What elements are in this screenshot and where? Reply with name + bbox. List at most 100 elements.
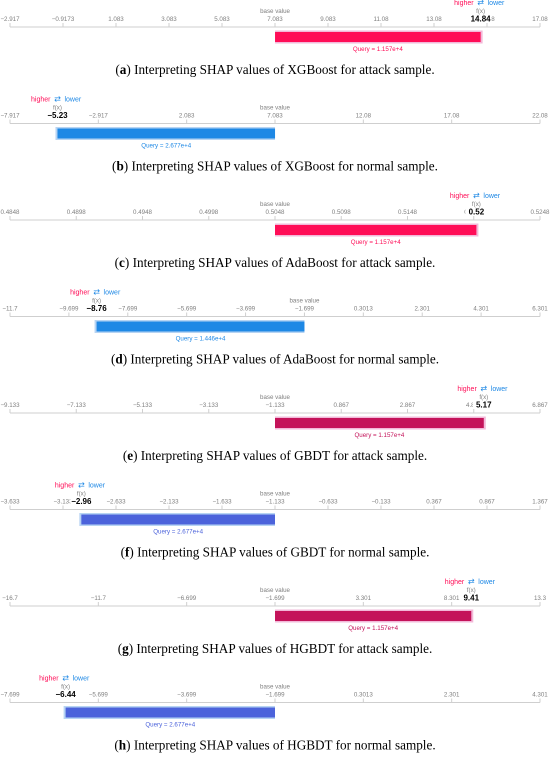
x-tick-label: 17.08 <box>532 16 548 23</box>
fx-value: 0.52 <box>469 208 485 217</box>
caption-letter: a <box>120 62 127 77</box>
base-value-label: base value <box>260 394 290 401</box>
caption-open-paren: ( <box>115 62 119 77</box>
x-tick-label: 7.083 <box>267 113 283 120</box>
x-tick-label: −11.7 <box>2 306 18 313</box>
x-tick-label: 6.301 <box>532 306 548 313</box>
fx-value-background <box>465 207 488 216</box>
legend-lower: lower <box>64 97 81 104</box>
x-tick-label: 0.4898 <box>67 209 86 216</box>
base-value-label: base value <box>260 201 290 208</box>
x-tick-label: 1.367 <box>532 499 548 506</box>
x-tick-label: −7.133 <box>67 402 87 409</box>
panel-caption: (e) Interpreting SHAP values of GBDT for… <box>123 448 427 463</box>
legend-lower: lower <box>491 386 508 393</box>
x-tick-label: 11.08 <box>373 16 389 23</box>
force-bar <box>275 611 472 621</box>
force-bar <box>96 321 305 332</box>
x-tick-label: −5.699 <box>177 306 197 313</box>
panel-caption: (g) Interpreting SHAP values of HGBDT fo… <box>118 641 433 656</box>
x-tick-label: 2.301 <box>414 306 430 313</box>
x-tick-label: 7.083 <box>267 16 283 23</box>
x-tick-label: 17.08 <box>444 113 460 120</box>
caption-open-paren: ( <box>118 641 122 656</box>
fx-value-background <box>460 593 483 602</box>
caption-close-paren: ) <box>126 738 130 753</box>
legend-higher: higher <box>70 290 90 297</box>
x-tick-label: −5.699 <box>89 692 109 699</box>
legend-higher: higher <box>445 579 465 586</box>
force-plot-panel-b: −7.917 −2.917 2.083 7.083 12.08 17.08 22.08 bas… <box>0 95 548 174</box>
fx-value: −2.96 <box>71 497 92 506</box>
caption-text: Interpreting SHAP values of GBDT for nor… <box>134 545 430 560</box>
x-tick-label: −2.917 <box>0 16 20 23</box>
x-tick-label: −1.699 <box>265 692 285 699</box>
x-tick-label: −3.133 <box>53 499 73 506</box>
x-tick-label: −1.633 <box>212 499 232 506</box>
x-tick-label: 3.301 <box>356 595 372 602</box>
query-label: Query = 1.157e+4 <box>348 625 398 632</box>
x-tick-label: −6.699 <box>177 595 197 602</box>
x-tick-label: −0.133 <box>371 499 391 506</box>
caption-text: Interpreting SHAP values of HGBDT for at… <box>133 641 432 656</box>
fx-value-background <box>472 400 495 409</box>
x-tick-label: 3.083 <box>161 16 177 23</box>
caption-letter: d <box>115 352 123 367</box>
x-tick-label: 5.083 <box>214 16 230 23</box>
x-tick-label: −11.7 <box>91 595 107 602</box>
fx-value: 5.17 <box>476 401 492 410</box>
fx-label: f(x) <box>53 105 62 112</box>
x-tick-label: 0.5048 <box>266 209 285 216</box>
legend-lower: lower <box>488 0 505 7</box>
legend-lower: lower <box>478 579 495 586</box>
panel-caption: (h) Interpreting SHAP values of HGBDT fo… <box>114 738 435 753</box>
fx-label: f(x) <box>77 491 86 498</box>
fx-value: 9.41 <box>463 594 479 603</box>
caption-close-paren: ) <box>133 448 137 463</box>
x-tick-label: −1.699 <box>295 306 315 313</box>
caption-text: Interpreting SHAP values of GBDT for att… <box>137 448 427 463</box>
force-plot-panel-g: −16.7 −11.7 −6.699 −1.699 3.301 8.301 13.3 base… <box>2 577 546 656</box>
fx-label: f(x) <box>92 298 101 305</box>
fx-label: f(x) <box>476 8 485 15</box>
fx-label: f(x) <box>61 684 70 691</box>
fx-value-background <box>85 304 108 312</box>
query-label: Query = 1.157e+4 <box>354 432 404 439</box>
x-tick-label: −7.699 <box>0 692 20 699</box>
legend-higher: higher <box>454 0 474 7</box>
force-bar <box>275 32 481 42</box>
caption-text: Interpreting SHAP values of XGBoost for … <box>128 159 438 174</box>
base-value-label: base value <box>260 587 290 594</box>
legend-arrows: ⇄ <box>468 577 475 586</box>
caption-letter: h <box>119 738 127 753</box>
fx-value: 14.84 <box>471 15 492 24</box>
x-tick-label: 0.867 <box>334 402 350 409</box>
x-tick-label: −3.133 <box>199 402 219 409</box>
x-tick-label: 0.367 <box>426 499 442 506</box>
force-bar <box>57 128 276 139</box>
x-tick-label: 0.4848 <box>1 209 20 216</box>
caption-close-paren: ) <box>123 352 127 367</box>
fx-value: −8.76 <box>86 304 107 313</box>
x-tick-label: 0.3013 <box>354 306 373 313</box>
caption-open-paren: ( <box>121 545 125 560</box>
fx-value: −6.44 <box>55 690 76 699</box>
legend-higher: higher <box>450 193 470 200</box>
legend-higher: higher <box>55 483 75 490</box>
legend-arrows: ⇄ <box>62 674 69 683</box>
x-tick-label: 9.083 <box>320 16 336 23</box>
fx-value-background <box>70 497 93 505</box>
force-plot-panel-e: −9.133 −7.133 −5.133 −3.133 −1.133 0.867 2.867… <box>0 384 548 463</box>
x-tick-label: 22.08 <box>532 113 548 120</box>
caption-close-paren: ) <box>125 255 129 270</box>
x-tick-label: 12.08 <box>356 113 372 120</box>
query-label: Query = 2.677e+4 <box>153 529 203 536</box>
fx-value-background <box>469 14 492 23</box>
x-tick-label: −9.133 <box>0 402 20 409</box>
panel-caption: (f) Interpreting SHAP values of GBDT for… <box>121 545 430 560</box>
force-plot-panel-c: 0.4848 0.4898 0.4948 0.4998 0.5048 0.5098 0.51… <box>1 191 550 270</box>
fx-label: f(x) <box>472 201 481 208</box>
base-value-label: base value <box>260 8 290 15</box>
x-tick-label: 13.08 <box>426 16 442 23</box>
base-value-label: base value <box>260 105 290 112</box>
